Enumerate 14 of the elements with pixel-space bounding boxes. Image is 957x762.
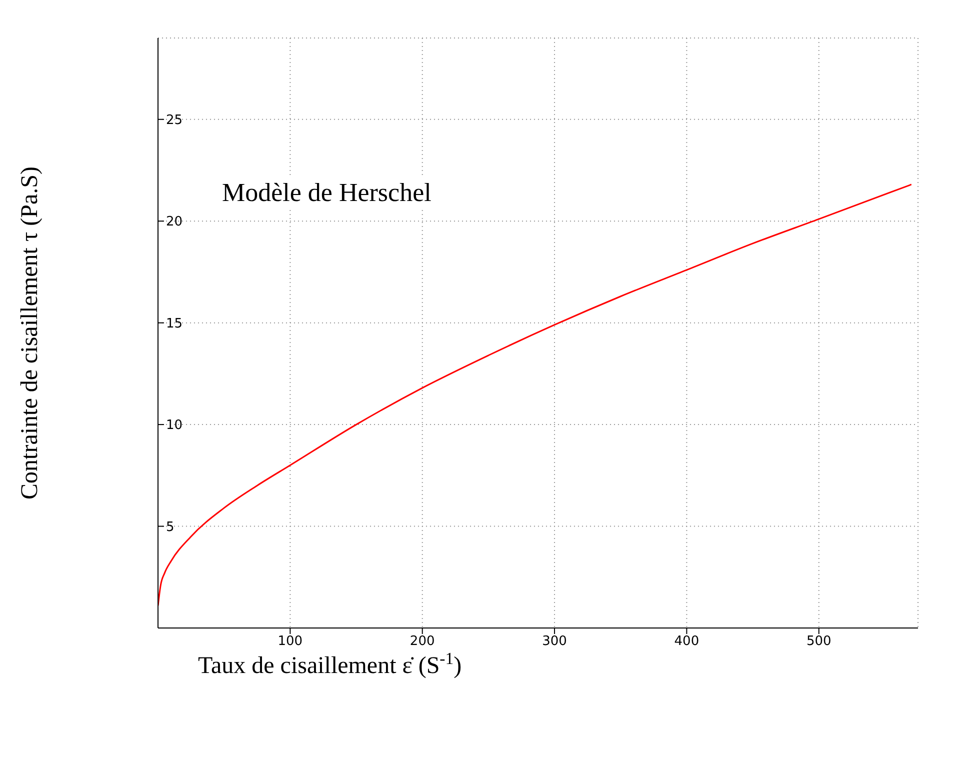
y-tick-label: 20 <box>166 214 183 230</box>
y-tick-label: 15 <box>166 316 183 332</box>
y-tick-label: 10 <box>166 418 183 434</box>
y-tick-label: 25 <box>166 112 183 128</box>
y-tick-label: 5 <box>166 520 174 535</box>
y-axis-title: Contrainte de cisaillement τ (Pa.S) <box>17 166 43 500</box>
x-tick-label: 100 <box>278 634 303 650</box>
line-series <box>158 184 912 606</box>
x-tick-label: 500 <box>806 634 832 650</box>
x-axis-title: Taux de cisaillement ε̇ (S$^{-1}$) <box>198 648 462 679</box>
x-tick-label: 300 <box>542 634 567 650</box>
x-tick-label: 200 <box>410 634 435 650</box>
annotation: Modèle de Herschel <box>218 178 436 208</box>
x-tick-label: 400 <box>674 634 700 650</box>
